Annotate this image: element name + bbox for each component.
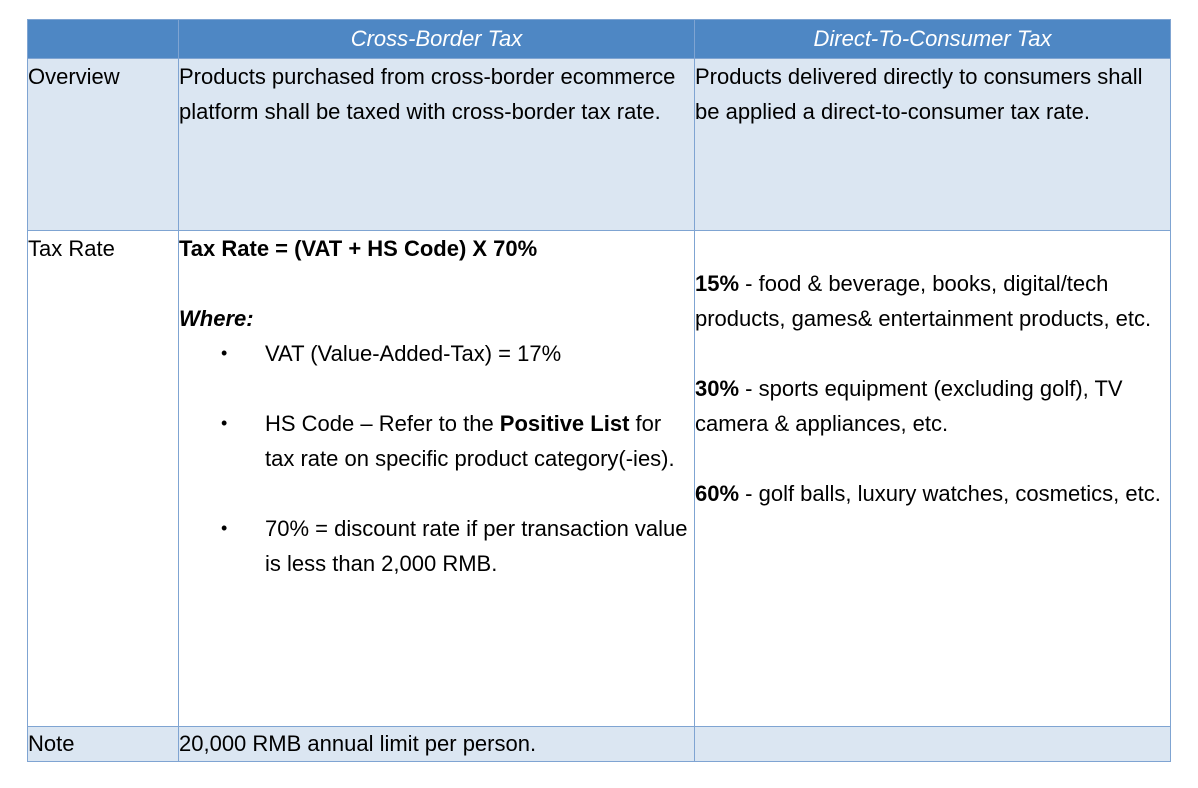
direct-rate-value: 15% (695, 271, 740, 296)
overview-label: Overview (27, 58, 179, 231)
point-text: HS Code – Refer to the (265, 411, 500, 436)
note-direct-text (694, 726, 1171, 762)
overview-row: Overview Products purchased from cross-b… (27, 58, 1171, 231)
point-text: VAT (Value-Added-Tax) = 17% (265, 341, 562, 366)
bullet-icon: • (221, 343, 228, 363)
note-cross-border-text: 20,000 RMB annual limit per person. (178, 726, 695, 762)
direct-rate-value: 60% (695, 481, 740, 506)
tax-rate-label: Tax Rate (27, 230, 179, 727)
direct-rate-desc: - sports equipment (excluding golf), TV … (695, 376, 1123, 436)
direct-rate-item: 30% - sports equipment (excluding golf),… (695, 371, 1170, 441)
header-row: Cross-Border Tax Direct-To-Consumer Tax (27, 19, 1171, 59)
point-text-continued: for tax rate on specific product categor… (265, 411, 675, 471)
direct-rate-item: 15% - food & beverage, books, digital/te… (695, 266, 1170, 336)
list-item: • 70% = discount rate if per transaction… (179, 511, 694, 581)
tax-rate-row: Tax Rate Tax Rate = (VAT + HS Code) X 70… (27, 230, 1171, 727)
direct-rate-value: 30% (695, 376, 740, 401)
overview-cross-border-text: Products purchased from cross-border eco… (178, 58, 695, 231)
list-item: • VAT (Value-Added-Tax) = 17% (179, 336, 694, 371)
header-cross-border: Cross-Border Tax (178, 19, 695, 59)
header-empty-cell (27, 19, 179, 59)
overview-direct-text: Products delivered directly to consumers… (694, 58, 1171, 231)
where-heading: Where: (179, 306, 254, 331)
direct-rate-desc: - golf balls, luxury watches, cosmetics,… (739, 481, 1161, 506)
tax-rate-direct-cell: 15% - food & beverage, books, digital/te… (694, 230, 1171, 727)
bullet-icon: • (221, 518, 228, 538)
point-text: 70% = discount rate if per transaction v… (265, 516, 688, 576)
tax-rate-formula: Tax Rate = (VAT + HS Code) X 70% (179, 236, 538, 261)
positive-list-text: Positive List (499, 411, 630, 436)
tax-rate-points-list: • VAT (Value-Added-Tax) = 17% • HS Code … (179, 336, 694, 581)
list-item: • HS Code – Refer to the Positive List f… (179, 406, 694, 476)
tax-comparison-table: Cross-Border Tax Direct-To-Consumer Tax … (27, 19, 1171, 762)
direct-rate-item: 60% - golf balls, luxury watches, cosmet… (695, 476, 1170, 511)
tax-rate-cross-border-cell: Tax Rate = (VAT + HS Code) X 70% Where: … (178, 230, 695, 727)
direct-rate-desc: - food & beverage, books, digital/tech p… (695, 271, 1152, 331)
note-row: Note 20,000 RMB annual limit per person. (27, 726, 1171, 762)
header-direct-to-consumer: Direct-To-Consumer Tax (694, 19, 1171, 59)
note-label: Note (27, 726, 179, 762)
bullet-icon: • (221, 413, 228, 433)
